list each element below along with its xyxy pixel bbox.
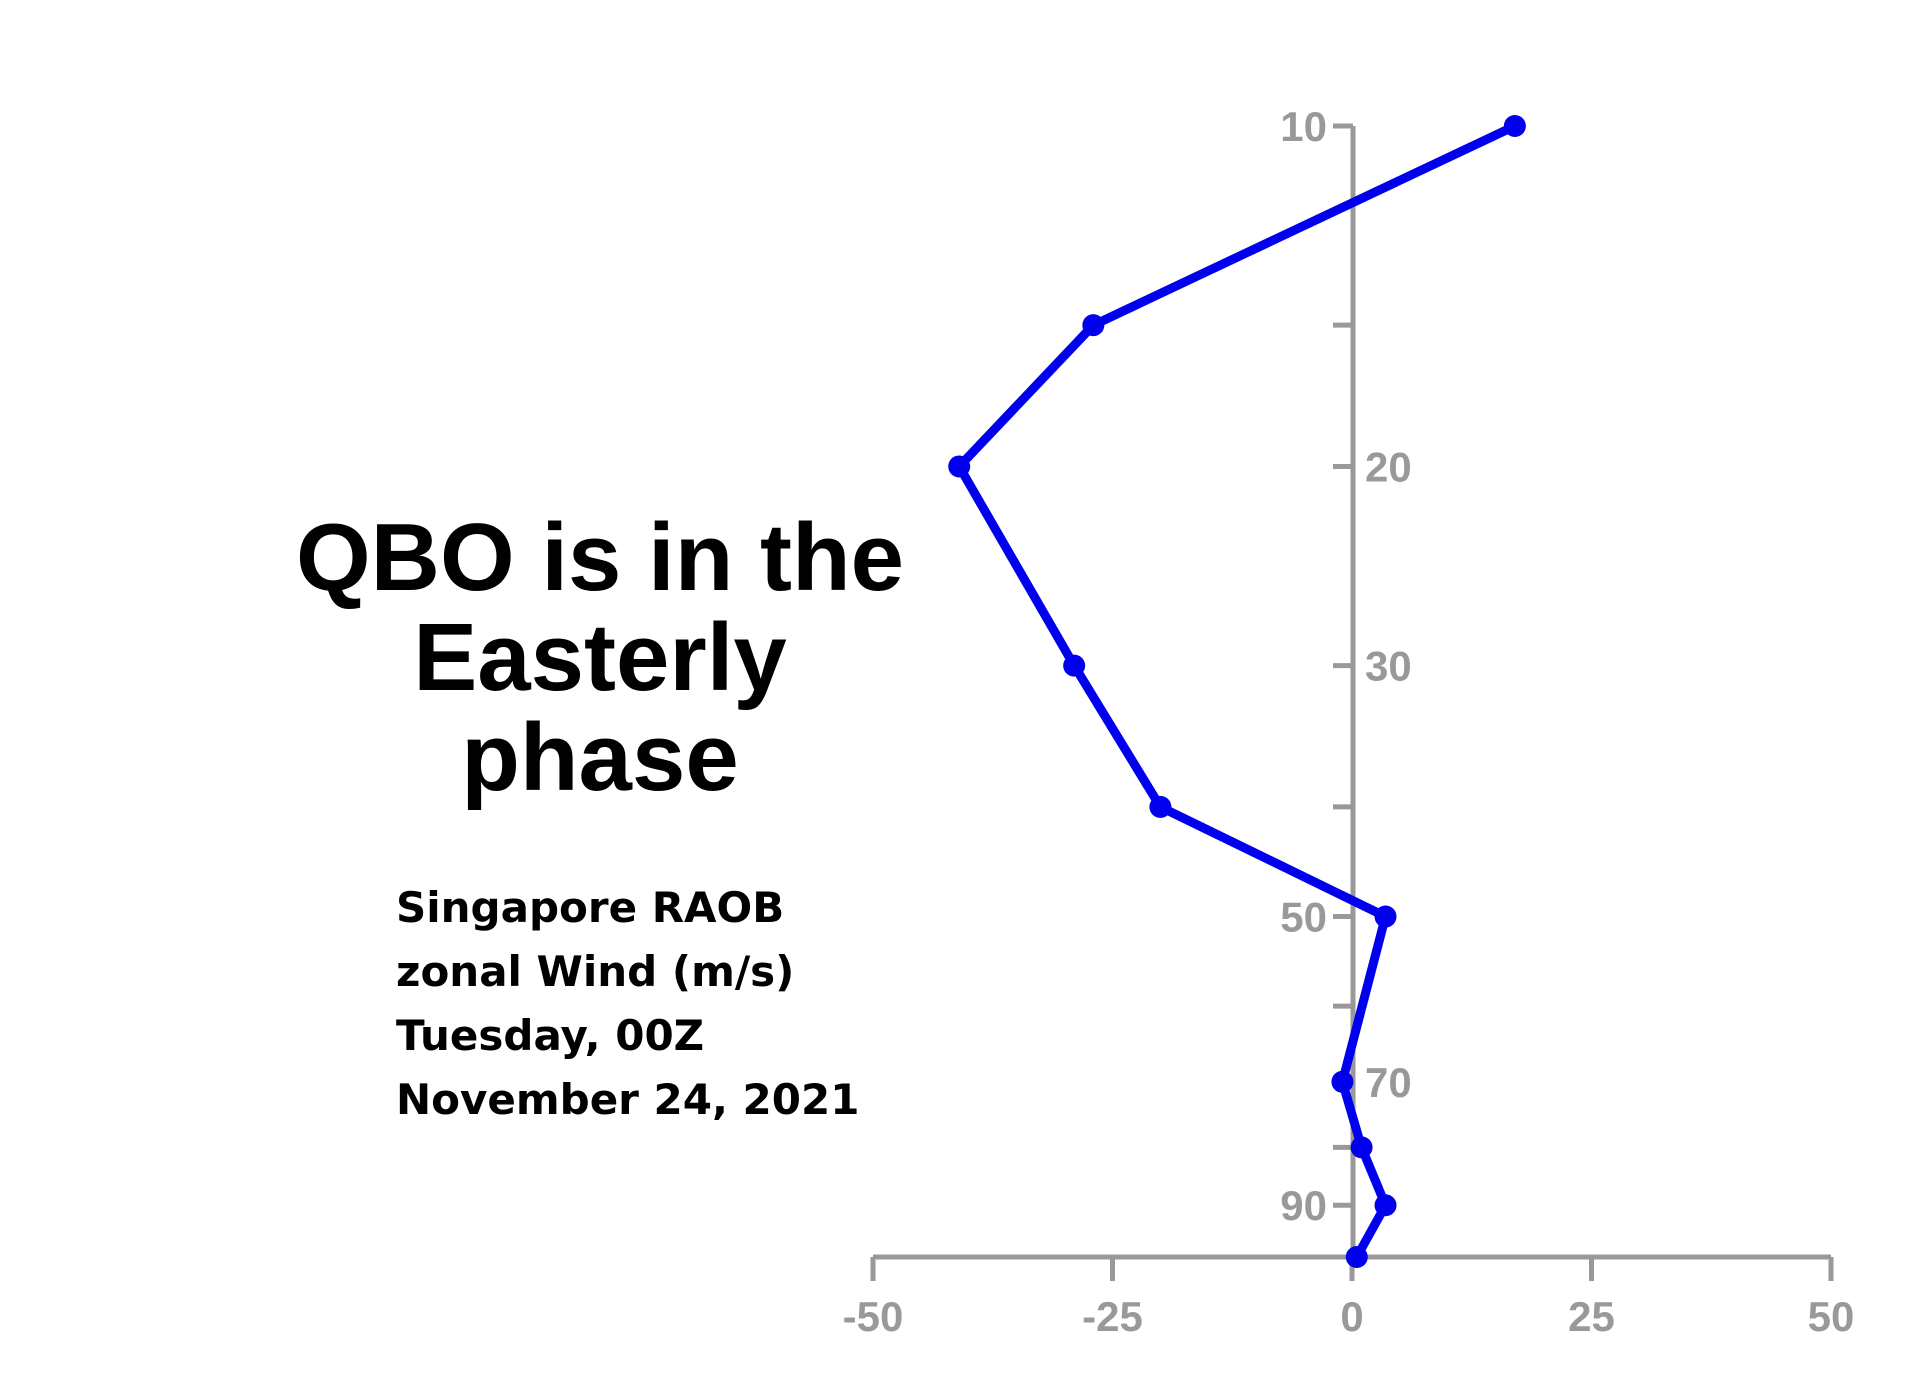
data-point (1082, 314, 1105, 337)
chart-series (948, 115, 1526, 1268)
data-point (1149, 795, 1172, 818)
x-tick-label: 25 (1568, 1293, 1615, 1340)
phase-headline: QBO is in the Easterly phase (220, 508, 980, 808)
variable-label: zonal Wind (m/s) (396, 947, 795, 996)
data-point (1374, 905, 1397, 928)
y-tick-label: 30 (1365, 643, 1412, 690)
y-tick-label: 90 (1280, 1182, 1327, 1229)
headline-line-1: QBO is in the (295, 504, 905, 611)
headline-line-3: phase (461, 704, 739, 811)
data-point (1331, 1070, 1354, 1093)
x-tick-label: 0 (1340, 1293, 1363, 1340)
observation-day-time: Tuesday, 00Z (396, 1011, 705, 1060)
station-info: Singapore RAOB zonal Wind (m/s) Tuesday,… (396, 876, 859, 1132)
data-point (948, 455, 971, 478)
observation-date: November 24, 2021 (396, 1075, 860, 1124)
wind-profile-line (954, 121, 1520, 1262)
data-point (1350, 1136, 1373, 1159)
data-point (1345, 1246, 1368, 1268)
y-tick-label: 50 (1280, 894, 1327, 941)
data-point (1063, 654, 1086, 677)
y-tick-label: 10 (1280, 103, 1327, 150)
station-name: Singapore RAOB (396, 883, 785, 932)
data-point (1503, 115, 1526, 137)
headline-line-2: Easterly (413, 604, 787, 711)
y-tick-label: 70 (1365, 1059, 1412, 1106)
x-tick-label: 50 (1808, 1293, 1855, 1340)
chart-axes: -50 -25 0 25 50 10 20 30 50 70 90 (843, 103, 1855, 1340)
x-tick-label: -50 (843, 1293, 904, 1340)
x-tick-label: -25 (1082, 1293, 1143, 1340)
data-point (1374, 1194, 1397, 1217)
y-tick-label: 20 (1365, 443, 1412, 490)
